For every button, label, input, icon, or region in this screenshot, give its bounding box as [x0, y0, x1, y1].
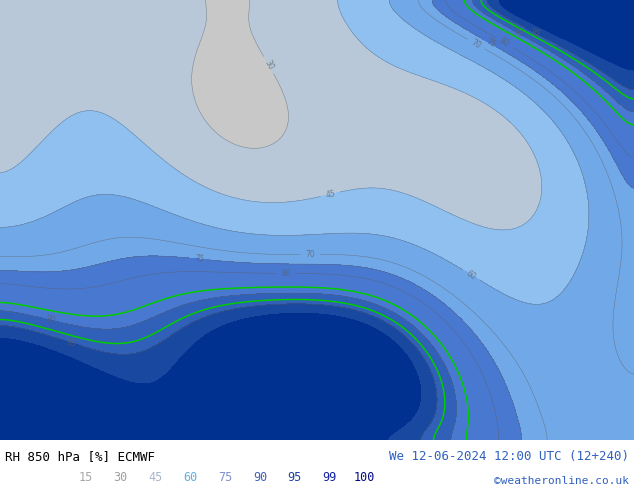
Text: 45: 45	[325, 189, 336, 200]
Text: We 12-06-2024 12:00 UTC (12+240): We 12-06-2024 12:00 UTC (12+240)	[389, 450, 629, 463]
Text: 95: 95	[529, 26, 541, 39]
Text: 75: 75	[218, 471, 232, 484]
Text: 95: 95	[65, 337, 77, 348]
Text: 70: 70	[305, 250, 315, 259]
Text: 90: 90	[512, 27, 525, 39]
Text: 60: 60	[465, 269, 478, 281]
Text: 30: 30	[262, 59, 275, 72]
Text: 70: 70	[470, 38, 482, 50]
Text: 90: 90	[45, 315, 56, 326]
Text: 99: 99	[323, 471, 337, 484]
Text: 100: 100	[354, 471, 375, 484]
Text: 75: 75	[194, 254, 205, 264]
Text: 80: 80	[498, 36, 511, 49]
Text: 60: 60	[183, 471, 197, 484]
Text: 90: 90	[253, 471, 267, 484]
Text: 45: 45	[148, 471, 162, 484]
Text: 95: 95	[288, 471, 302, 484]
Text: 15: 15	[79, 471, 93, 484]
Text: 75: 75	[484, 37, 497, 49]
Text: ©weatheronline.co.uk: ©weatheronline.co.uk	[494, 476, 629, 486]
Text: 80: 80	[281, 269, 291, 278]
Text: RH 850 hPa [%] ECMWF: RH 850 hPa [%] ECMWF	[5, 450, 155, 463]
Text: 30: 30	[113, 471, 127, 484]
